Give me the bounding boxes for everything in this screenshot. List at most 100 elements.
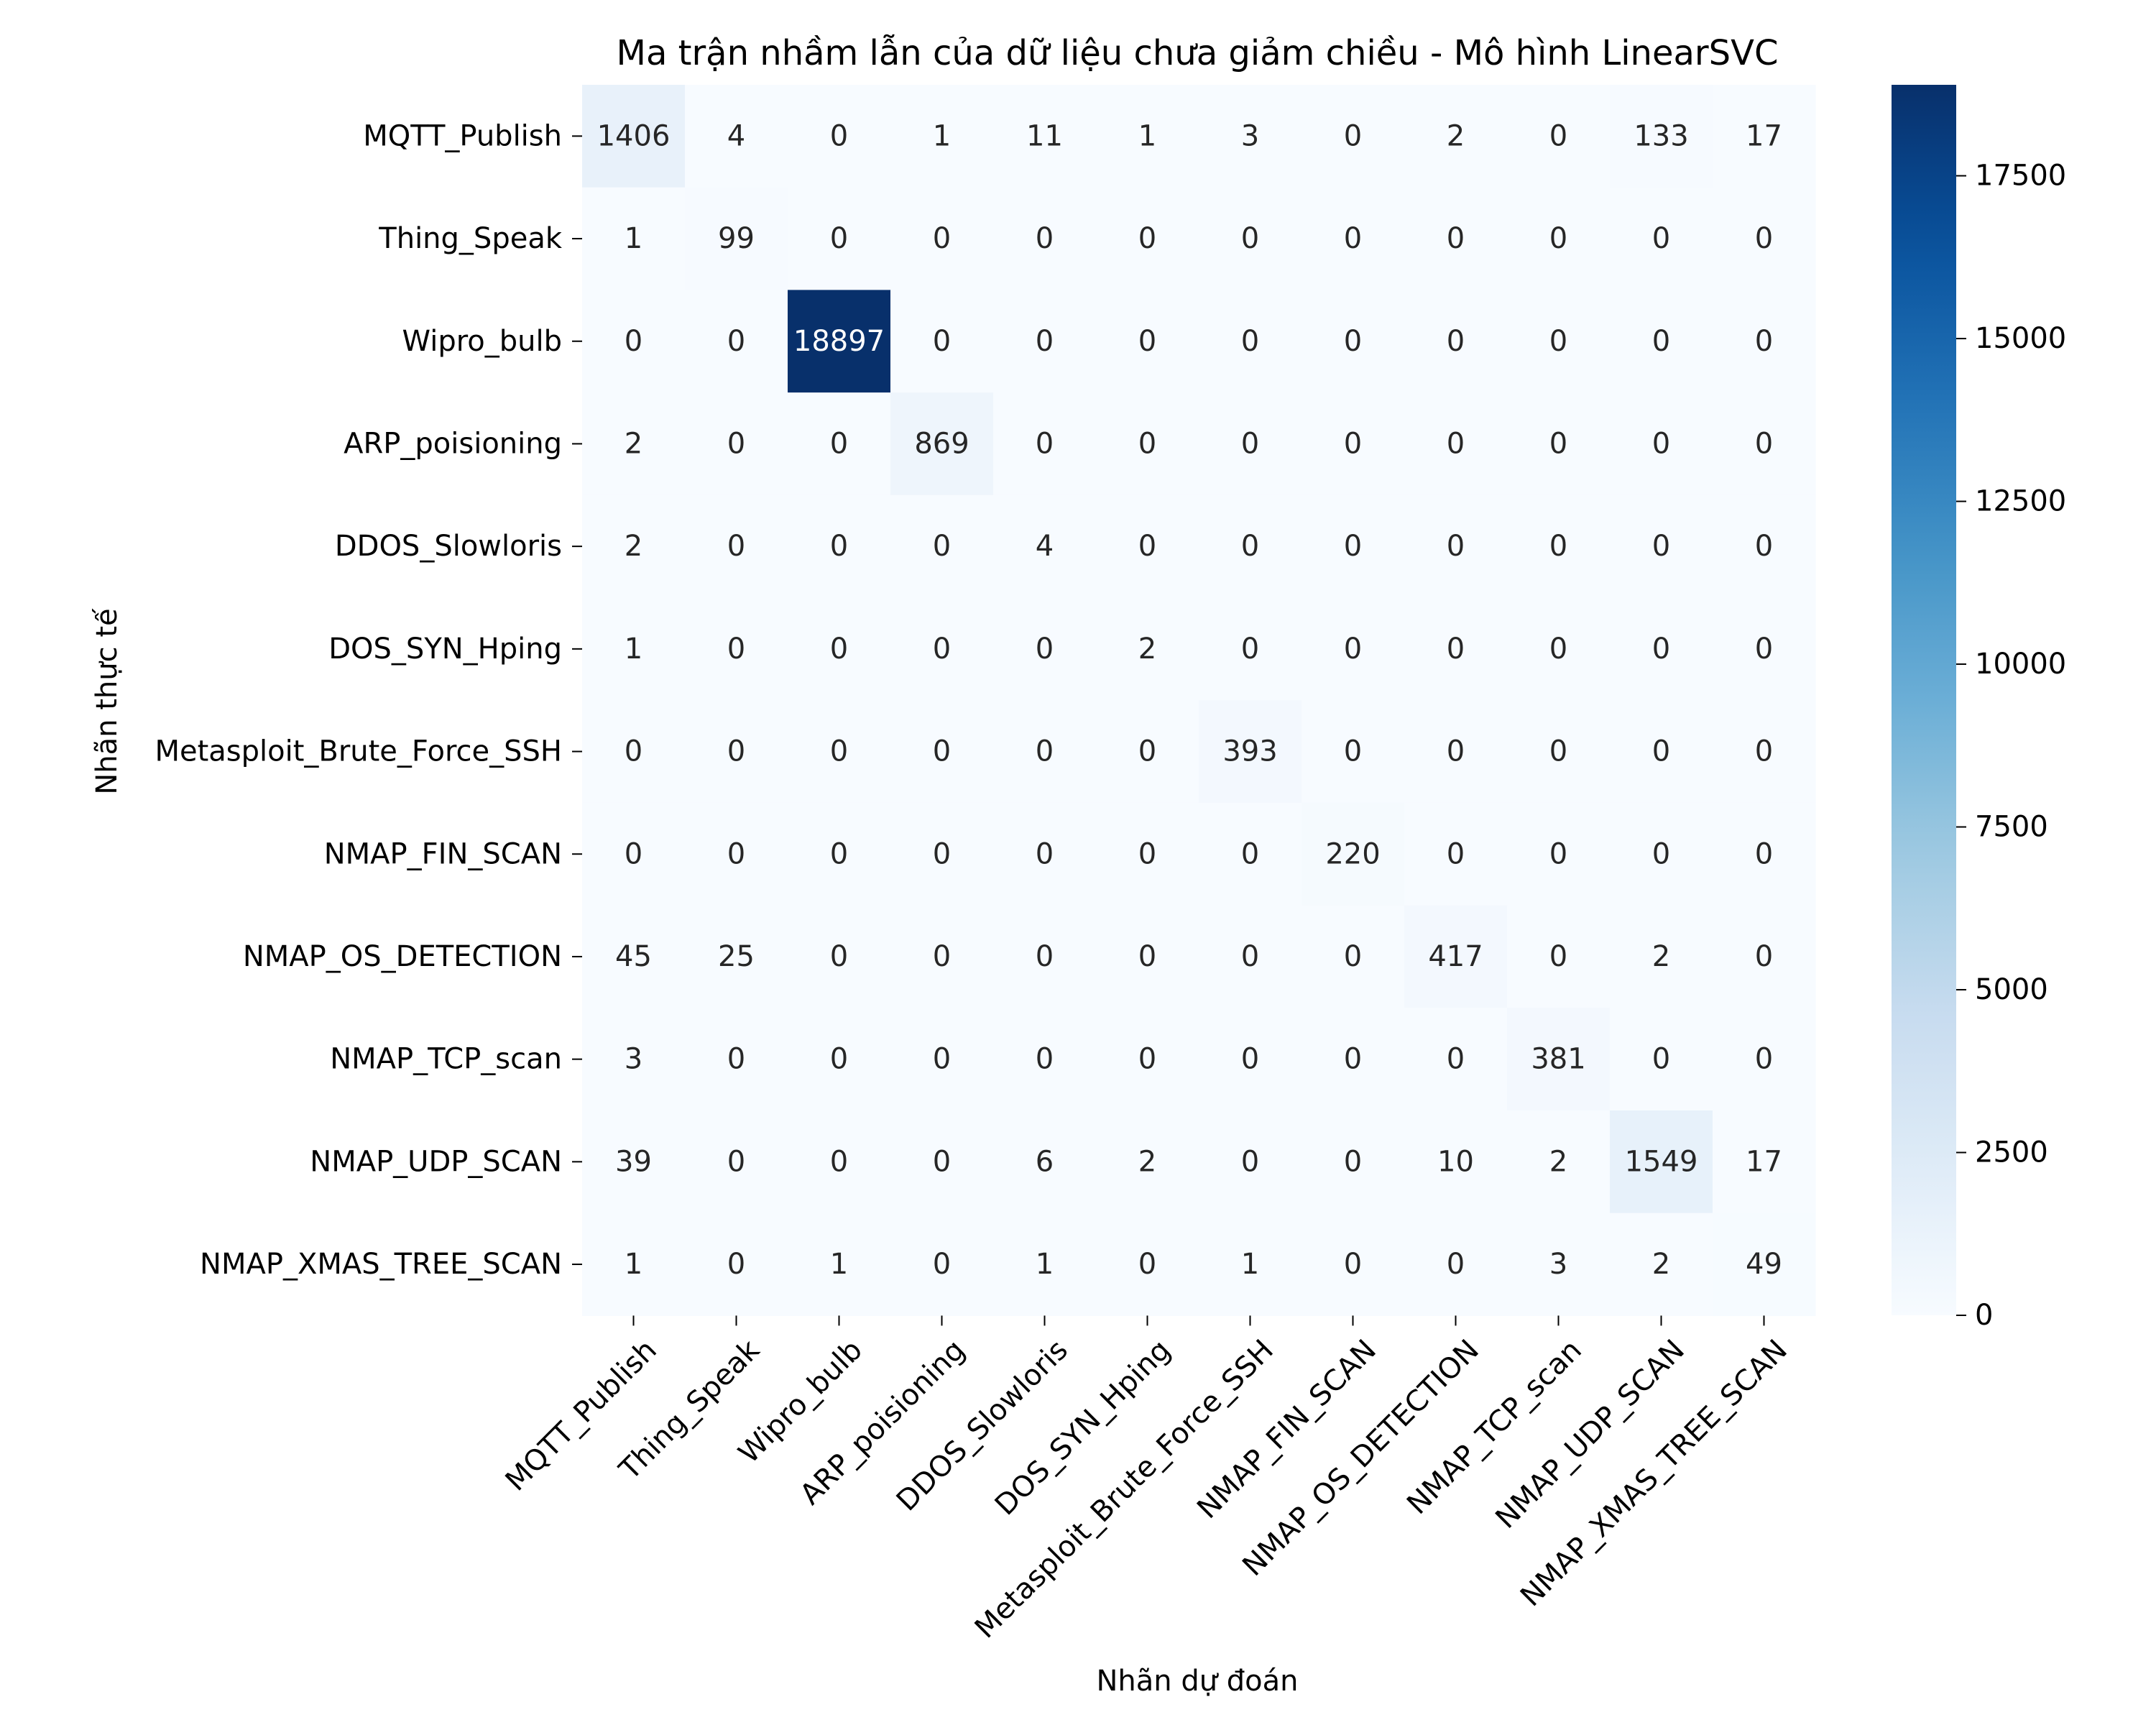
- heatmap-cell: [1199, 1008, 1302, 1111]
- heatmap-cell: [1713, 1008, 1816, 1111]
- cell-value-label: 0: [1755, 325, 1773, 358]
- heatmap-cell: [685, 187, 788, 290]
- cell-value-label: 0: [1344, 119, 1362, 152]
- colorbar-tick-label: 17500: [1975, 160, 2066, 193]
- cell-value-label: 0: [933, 632, 951, 666]
- heatmap-cell: [582, 290, 686, 393]
- heatmap-cell: [1404, 1008, 1508, 1111]
- cell-value-label: 0: [1652, 325, 1670, 358]
- cell-value-label: 0: [1241, 1043, 1259, 1076]
- y-tick-label: DOS_SYN_Hping: [328, 632, 562, 666]
- x-axis-label: Nhãn dự đoán: [1096, 1665, 1298, 1698]
- heatmap-cell: [1096, 392, 1199, 496]
- x-tick-label: DOS_SYN_Hping: [989, 1333, 1177, 1522]
- heatmap-cell: [1507, 494, 1611, 599]
- heatmap-cell: [890, 187, 994, 290]
- cell-value-label: 0: [933, 530, 951, 563]
- cell-value-label: 417: [1428, 940, 1483, 973]
- cell-value-label: 0: [1755, 940, 1773, 973]
- heatmap-cell: [1507, 597, 1611, 701]
- heatmap-cell: [1302, 700, 1405, 804]
- cell-value-label: 0: [1549, 427, 1567, 460]
- cell-value-label: 0: [1344, 427, 1362, 460]
- heatmap-cell: [1404, 187, 1508, 290]
- cell-value-label: 0: [1344, 735, 1362, 768]
- heatmap-cell: [1404, 905, 1508, 1008]
- heatmap-cell: [788, 905, 891, 1008]
- cell-value-label: 0: [933, 1145, 951, 1178]
- x-tick-label: NMAP_TCP_scan: [1401, 1333, 1588, 1521]
- cell-value-label: 0: [1344, 222, 1362, 255]
- cell-value-label: 0: [625, 735, 642, 768]
- cell-value-label: 0: [1549, 735, 1567, 768]
- cell-value-label: 1: [1036, 1248, 1054, 1281]
- heatmap-cell: [1302, 802, 1405, 906]
- cell-value-label: 0: [830, 530, 848, 563]
- heatmap-cell: [685, 1110, 788, 1214]
- cell-value-label: 0: [1549, 119, 1567, 152]
- heatmap-cell: [890, 1008, 994, 1111]
- heatmap-cell: [685, 392, 788, 496]
- colorbar-tick-label: 10000: [1975, 648, 2066, 681]
- heatmap-cell: [1302, 85, 1405, 188]
- heatmap-cell: [993, 1008, 1097, 1111]
- cell-value-label: 18897: [793, 325, 885, 358]
- heatmap-cell: [1199, 85, 1302, 188]
- heatmap-cell: [1713, 85, 1816, 188]
- x-tick-label: DDOS_Slowloris: [890, 1333, 1074, 1517]
- heatmap-cell: [582, 700, 686, 804]
- cell-value-label: 0: [1549, 940, 1567, 973]
- heatmap-cell: [1096, 597, 1199, 701]
- cell-value-label: 1: [1241, 1248, 1259, 1281]
- heatmap-cell: [1610, 597, 1713, 701]
- cell-value-label: 0: [1652, 530, 1670, 563]
- heatmap-cell: [890, 290, 994, 393]
- cell-value-label: 10: [1437, 1145, 1474, 1178]
- cell-value-label: 393: [1222, 735, 1277, 768]
- cell-value-label: 0: [1447, 222, 1465, 255]
- heatmap-cell: [890, 597, 994, 701]
- y-axis-label: Nhãn thực tế: [91, 608, 124, 795]
- cell-value-label: 0: [933, 1248, 951, 1281]
- colorbar-tick-label: 5000: [1975, 973, 2048, 1006]
- colorbar-tick-label: 0: [1975, 1299, 1993, 1332]
- heatmap-cell: [788, 494, 891, 599]
- heatmap-cell: [993, 1213, 1097, 1316]
- cell-value-label: 0: [625, 837, 642, 870]
- heatmap-cell: [1713, 700, 1816, 804]
- cell-value-label: 0: [1652, 837, 1670, 870]
- cell-value-label: 0: [1549, 325, 1567, 358]
- heatmap-cell: [993, 1110, 1097, 1214]
- cell-value-label: 0: [1344, 530, 1362, 563]
- y-tick-label: DDOS_Slowloris: [335, 530, 562, 563]
- cell-value-label: 0: [1755, 427, 1773, 460]
- cell-value-label: 0: [1447, 325, 1465, 358]
- cell-value-label: 0: [1036, 632, 1054, 666]
- cell-value-label: 0: [830, 735, 848, 768]
- y-tick-label: NMAP_XMAS_TREE_SCAN: [200, 1248, 562, 1281]
- heatmap-cell-labels: 1406 4 0 1 11 1 3 0 2 0 133 171 99 0 0 0 0 0 0 0 0 0 00 0 18897 0…: [597, 119, 1782, 1281]
- heatmap-cell: [1302, 392, 1405, 496]
- heatmap-cell: [685, 1008, 788, 1111]
- cell-value-label: 49: [1746, 1248, 1782, 1281]
- heatmap-cell: [1713, 802, 1816, 906]
- y-tick-label: Thing_Speak: [378, 222, 563, 255]
- heatmap-cell: [788, 1213, 891, 1316]
- cell-value-label: 4: [727, 119, 745, 152]
- cell-value-label: 0: [1652, 427, 1670, 460]
- heatmap-cell: [890, 85, 994, 188]
- heatmap-cell: [582, 905, 686, 1008]
- heatmap-cell: [1404, 597, 1508, 701]
- heatmap-cell: [1507, 1008, 1611, 1111]
- cell-value-label: 0: [830, 222, 848, 255]
- cell-value-label: 1: [933, 119, 951, 152]
- heatmap-cell: [1199, 905, 1302, 1008]
- cell-value-label: 0: [1447, 1248, 1465, 1281]
- cell-value-label: 0: [1447, 837, 1465, 870]
- cell-value-label: 1549: [1625, 1145, 1698, 1178]
- cell-value-label: 0: [1652, 1043, 1670, 1076]
- cell-value-label: 0: [1344, 1145, 1362, 1178]
- heatmap-cell: [1199, 802, 1302, 906]
- cell-value-label: 0: [727, 1248, 745, 1281]
- heatmap-cell: [582, 1213, 686, 1316]
